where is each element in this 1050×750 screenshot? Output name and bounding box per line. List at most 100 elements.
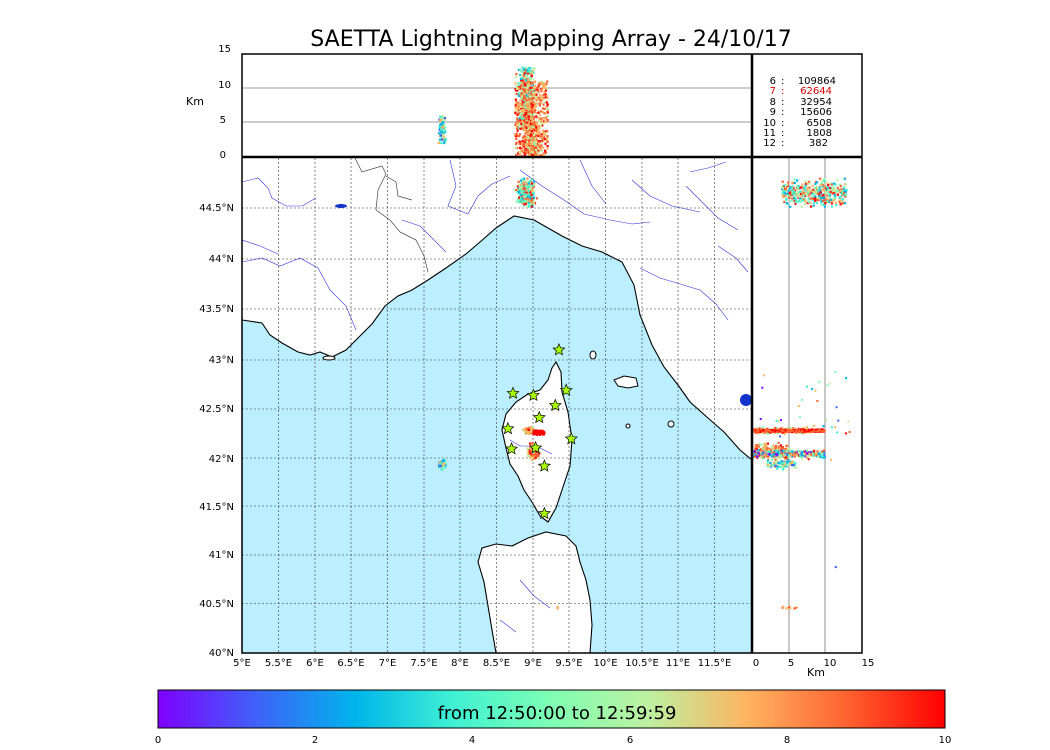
lightning-source xyxy=(791,186,794,189)
lightning-source xyxy=(791,450,794,453)
lightning-source xyxy=(815,190,818,193)
lightning-source xyxy=(531,202,534,205)
lightning-source xyxy=(775,420,778,422)
lightning-source xyxy=(516,105,519,108)
lightning-source xyxy=(523,135,526,138)
lightning-source xyxy=(800,451,804,454)
lightning-source xyxy=(536,102,539,105)
lightning-source xyxy=(778,430,781,433)
lightning-source xyxy=(520,79,523,82)
lightning-source xyxy=(804,455,807,458)
lightning-source xyxy=(544,142,547,145)
lightning-source xyxy=(516,119,519,122)
lightning-source xyxy=(527,79,530,82)
lightning-source xyxy=(810,428,813,431)
lightning-source xyxy=(814,451,817,454)
lightning-source xyxy=(804,180,807,183)
lightning-source xyxy=(780,449,783,452)
lightning-source xyxy=(815,185,818,188)
lightning-source xyxy=(791,190,794,193)
lightning-source xyxy=(838,183,842,186)
svg-text::: : xyxy=(781,138,784,149)
lightning-source xyxy=(534,120,537,123)
lightning-source xyxy=(516,129,519,132)
lightning-source xyxy=(780,447,783,450)
lightning-source xyxy=(516,147,519,150)
lightning-source xyxy=(783,190,786,193)
lightning-source xyxy=(528,442,532,445)
lightning-source xyxy=(843,177,846,180)
lightning-source xyxy=(534,456,537,459)
lightning-source xyxy=(774,429,777,433)
lightning-source xyxy=(785,453,788,456)
lightning-source xyxy=(441,116,444,119)
lightning-source xyxy=(532,185,535,188)
lightning-source xyxy=(791,431,794,434)
lightning-source xyxy=(530,147,533,150)
lightning-source xyxy=(822,189,825,192)
lightning-source xyxy=(532,192,535,195)
lightning-source xyxy=(782,429,785,432)
lightning-source xyxy=(812,201,816,204)
lightning-source xyxy=(768,452,771,456)
lightning-source xyxy=(533,67,536,70)
altitude-panel: Km 0 5 10 15 xyxy=(186,44,752,161)
lightning-source xyxy=(767,448,771,451)
svg-text::: : xyxy=(781,128,784,139)
lightning-source xyxy=(766,448,769,451)
lightning-source xyxy=(813,429,816,432)
lightning-source xyxy=(778,454,781,457)
lma-station-star-icon xyxy=(537,459,551,472)
lightning-source xyxy=(544,87,547,90)
lightning-source xyxy=(818,189,822,192)
lightning-source xyxy=(776,467,779,470)
lightning-source xyxy=(800,429,803,432)
lightning-source xyxy=(526,427,529,430)
lightning-source xyxy=(531,197,534,200)
lightning-source xyxy=(824,198,827,201)
lightning-source xyxy=(783,191,786,194)
lightning-source xyxy=(779,435,782,438)
lightning-source xyxy=(790,188,793,192)
lightning-source xyxy=(515,87,519,90)
lightning-source xyxy=(437,141,440,145)
lightning-source xyxy=(531,184,534,188)
lightning-source xyxy=(810,453,813,456)
lightning-source xyxy=(526,72,530,75)
altitude-tick-15: 15 xyxy=(218,44,231,55)
lightning-source xyxy=(758,427,761,430)
lightning-source xyxy=(537,111,540,114)
lightning-source xyxy=(800,398,803,401)
lightning-source xyxy=(842,193,845,196)
lightning-source xyxy=(517,197,520,201)
capraia-island xyxy=(589,350,597,360)
lightning-source xyxy=(517,190,521,194)
lat-tick: 40.5°N xyxy=(199,599,234,610)
lightning-source xyxy=(760,455,763,458)
lightning-source xyxy=(530,131,533,134)
lightning-source xyxy=(531,441,534,444)
lon-tick: 5.5°E xyxy=(265,658,292,669)
lightning-source xyxy=(527,125,530,128)
lightning-source xyxy=(520,103,524,106)
lightning-source xyxy=(529,443,532,446)
lightning-source xyxy=(527,135,530,138)
lightning-source xyxy=(528,97,531,100)
lightning-source xyxy=(786,428,789,431)
lightning-source xyxy=(777,441,780,444)
lightning-source xyxy=(532,152,535,155)
lightning-source xyxy=(819,430,822,433)
lightning-source xyxy=(790,461,794,464)
lightning-source xyxy=(529,149,532,152)
lightning-source xyxy=(535,197,538,200)
lightning-source xyxy=(527,198,530,201)
lightning-source xyxy=(759,448,762,451)
lightning-source xyxy=(533,126,536,129)
lon-tick: 5°E xyxy=(233,658,251,669)
lightning-source xyxy=(795,466,798,469)
lightning-source xyxy=(540,97,543,101)
lightning-source xyxy=(797,428,800,431)
lightning-source xyxy=(514,107,517,110)
lightning-source xyxy=(529,456,532,459)
lightning-source xyxy=(783,200,786,204)
